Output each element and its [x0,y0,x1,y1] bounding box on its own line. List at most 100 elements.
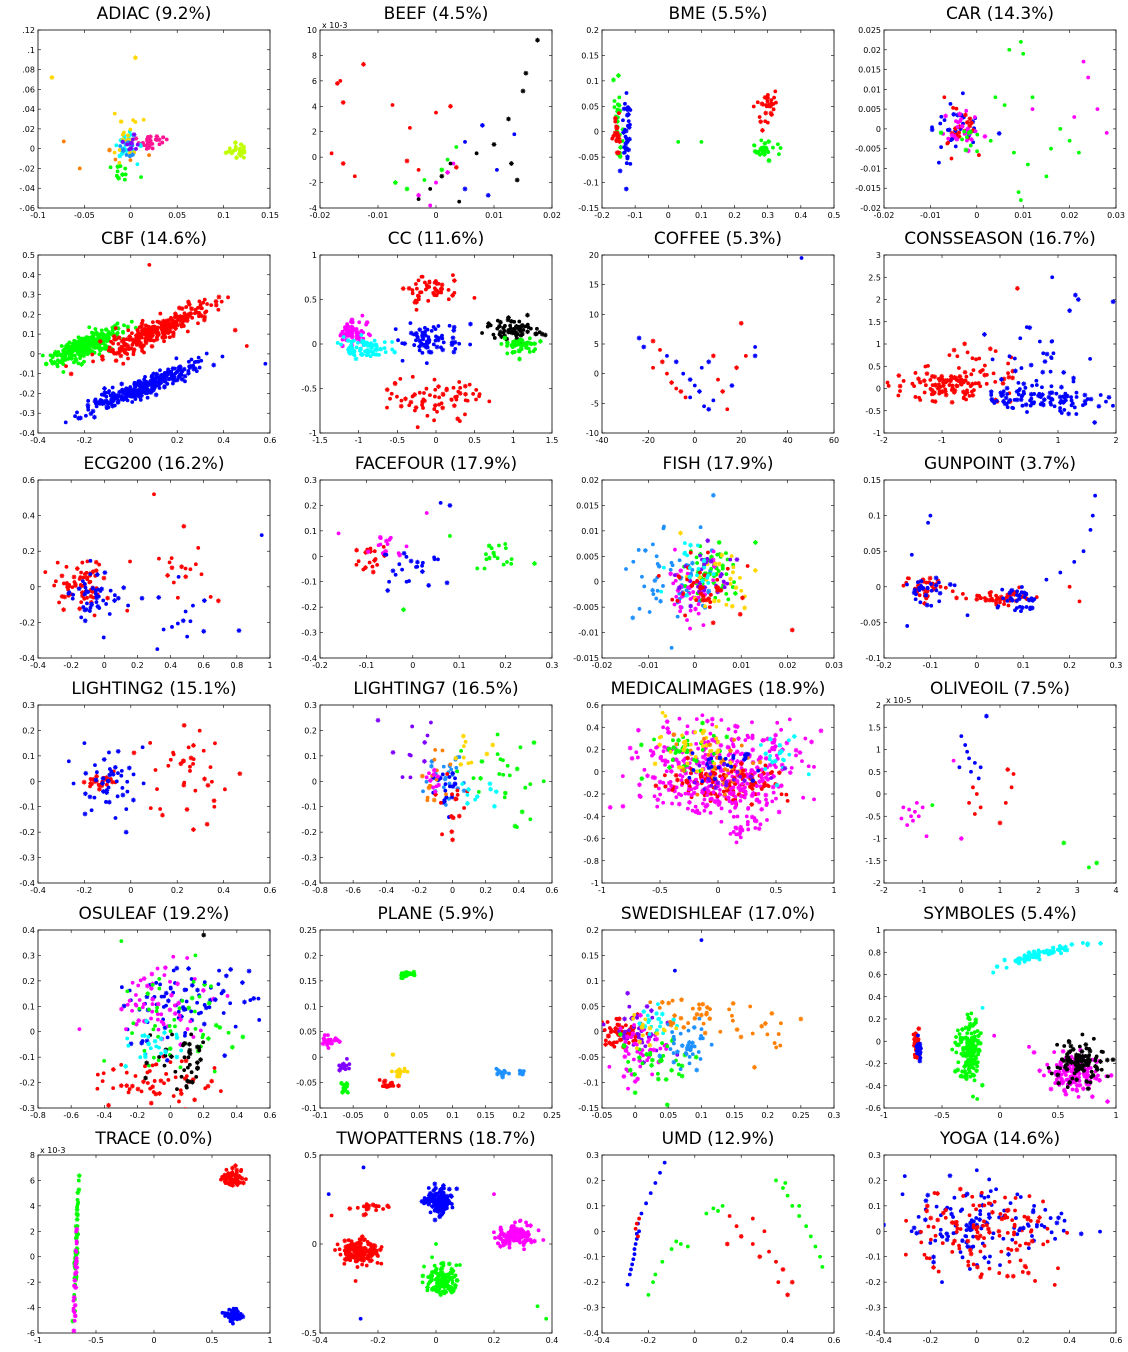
data-point [733,799,739,805]
data-point [364,322,369,327]
x-tick-label: -0.02 [874,211,895,220]
data-point [158,982,163,987]
data-point [657,779,663,785]
data-point [112,111,117,116]
data-point [90,776,96,782]
data-point [449,398,454,402]
data-point [413,405,419,410]
data-point [115,748,121,754]
data-point [414,282,418,286]
y-tick-label: -1 [873,835,881,844]
data-point [415,564,420,569]
data-point [155,647,160,651]
x-tick-label: -0.1 [923,661,939,670]
data-point [1087,865,1091,870]
data-point [154,1062,159,1067]
data-point [94,336,100,342]
data-point [612,130,618,136]
data-point [789,627,795,633]
data-point [419,333,425,339]
data-point [76,351,82,357]
data-point [940,383,946,389]
data-point [162,965,168,971]
data-point [182,315,186,320]
data-point [717,792,723,797]
data-point [955,124,960,129]
data-point [125,140,131,145]
data-point [204,821,210,827]
y-tick-label: 0.3 [304,701,317,710]
data-point [138,1055,143,1060]
data-point [712,761,717,766]
data-point [495,318,500,323]
data-point [162,339,166,344]
x-tick-label: 1.5 [546,436,559,445]
data-point [787,770,793,776]
data-point [642,767,647,772]
data-point [144,379,149,384]
data-point [425,798,430,803]
data-point [393,180,398,185]
data-point [688,603,694,609]
data-point [920,577,926,583]
data-point [774,753,779,758]
data-point [740,781,745,786]
data-point [453,796,458,802]
data-point [1049,402,1053,407]
data-point [455,792,460,797]
data-point [615,107,620,112]
data-point [115,164,121,170]
data-point [658,598,663,604]
data-point [447,784,452,789]
data-point [669,645,674,650]
data-point [701,623,706,628]
data-point [182,1076,188,1081]
data-point [928,387,933,391]
x-tick-label: -0.01 [368,211,389,220]
x-tick-label: 0.05 [411,1111,429,1120]
data-point [185,1078,190,1084]
data-point [962,129,967,134]
y-tick-label: 0.6 [22,476,35,485]
data-point [420,330,425,335]
y-tick-label: 0 [876,790,881,799]
data-point [180,1005,186,1010]
data-point [1071,379,1076,384]
data-point [1014,606,1019,610]
data-point [141,328,146,332]
data-point [232,327,238,333]
data-point [114,779,119,784]
plot-frame [883,29,1117,209]
data-point [753,792,758,797]
data-point [94,572,100,577]
x-tick-label: -0.05 [74,211,95,220]
data-point [1019,609,1023,614]
data-point [715,552,720,557]
data-point [355,332,360,337]
data-point [681,747,687,753]
data-point [79,600,84,605]
data-point [429,759,435,764]
data-point [758,152,762,157]
data-point [65,350,70,355]
data-point [139,175,143,179]
chart-title: BME (5.5%) [668,4,768,24]
data-point [453,776,457,781]
data-point [120,139,125,144]
data-point [505,344,509,348]
data-point [495,556,500,561]
data-point [189,311,193,316]
data-point [626,119,631,124]
data-point [1086,75,1091,80]
data-point [133,1074,138,1078]
point-layer [49,55,247,182]
data-point [1059,384,1064,390]
data-point [435,337,441,343]
data-point [444,792,448,797]
data-point [706,581,711,585]
data-point [65,582,71,588]
data-point [750,782,756,788]
data-point [1017,387,1022,391]
data-point [1058,126,1063,131]
